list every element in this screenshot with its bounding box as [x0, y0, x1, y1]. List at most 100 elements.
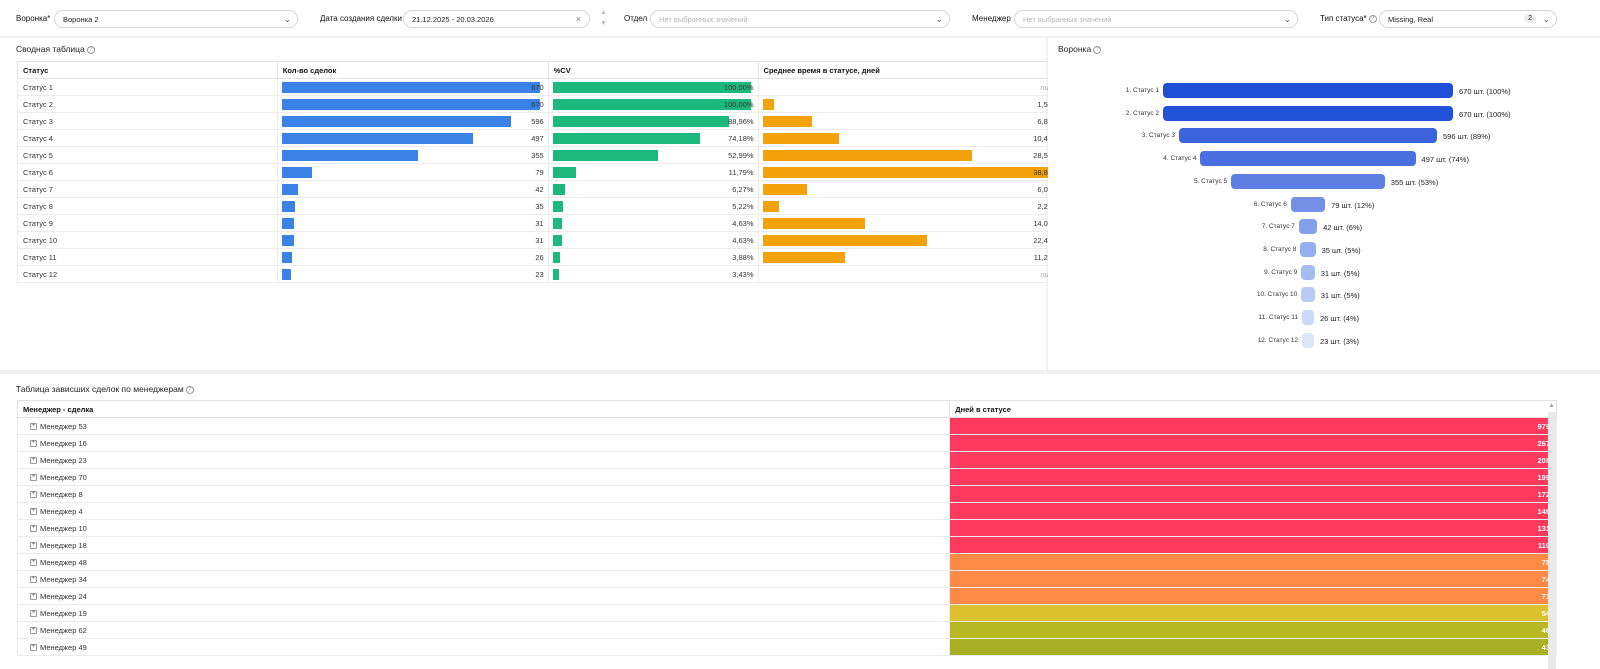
pivot-row[interactable]: Статус 6 79 11,79% 38,83 [17, 163, 1058, 181]
funnel-stage-bar[interactable] [1302, 332, 1314, 348]
days-in-status-cell: 979 [949, 417, 1557, 435]
expand-icon[interactable]: + [30, 423, 37, 431]
col-header-days[interactable]: Дней в статусе [949, 400, 1557, 418]
funnel-select[interactable]: Воронка 2 ⌄ [54, 10, 298, 28]
manager-row[interactable]: + Менеджер 70 199 [16, 468, 1557, 486]
chevron-down-icon: ⌄ [1542, 14, 1550, 24]
count-bar [281, 99, 540, 110]
expand-icon[interactable]: + [30, 525, 37, 533]
manager-row[interactable]: + Менеджер 62 46 [16, 621, 1557, 639]
help-icon[interactable]: ? [86, 45, 95, 54]
funnel-stage-bar[interactable] [1200, 151, 1416, 167]
status-cell: Статус 6 [17, 163, 278, 181]
expand-icon[interactable]: + [30, 576, 37, 584]
manager-cell: + Менеджер 48 [16, 553, 951, 571]
manager-row[interactable]: + Менеджер 49 43 [16, 638, 1557, 656]
manager-row[interactable]: + Менеджер 10 131 [16, 519, 1557, 537]
expand-icon[interactable]: + [30, 627, 37, 635]
col-header-count[interactable]: Кол-во сделок [276, 61, 549, 79]
manager-row[interactable]: + Менеджер 8 172 [16, 485, 1557, 503]
date-range-input[interactable]: 21.12.2025 - 20.03.2026 × [403, 10, 590, 28]
status-cell: Статус 2 [17, 95, 278, 113]
cv-cell: 5,22% [547, 197, 759, 215]
pivot-row[interactable]: Статус 9 31 4,63% 14,01 [17, 214, 1058, 232]
funnel-stage-bar[interactable] [1179, 128, 1437, 144]
funnel-stage-bar[interactable] [1301, 287, 1315, 303]
expand-icon[interactable]: + [30, 593, 37, 601]
pivot-row[interactable]: Статус 5 355 52,99% 28,54 [17, 146, 1058, 164]
expand-icon[interactable]: + [30, 440, 37, 448]
manager-row[interactable]: + Менеджер 34 74 [16, 570, 1557, 588]
pivot-row[interactable]: Статус 3 596 88,96% 6,80 [17, 112, 1058, 130]
count-value: 596 [531, 117, 544, 126]
cv-value: 3,43% [732, 270, 754, 279]
date-stepper[interactable]: ▲ ▼ [600, 7, 607, 29]
help-icon[interactable]: ? [1368, 14, 1377, 23]
time-value: 10,43 [1033, 134, 1052, 143]
funnel-stage-bar[interactable] [1298, 219, 1318, 235]
cv-value: 100,00% [723, 83, 754, 92]
count-cell: 670 [276, 78, 549, 96]
funnel-stage-bar[interactable] [1163, 105, 1453, 121]
pivot-row[interactable]: Статус 7 42 6,27% 6,06 [17, 180, 1058, 198]
pivot-row[interactable]: Статус 10 31 4,63% 22,40 [17, 231, 1058, 249]
funnel-stage-bar[interactable] [1290, 196, 1326, 212]
status-type-value: Missing, Real [1388, 15, 1434, 24]
chevron-down-icon: ⌄ [1283, 14, 1291, 24]
cv-value: 3,88% [732, 253, 754, 262]
manager-select[interactable]: Нет выбранных значений ⌄ [1014, 10, 1298, 28]
scroll-up-icon[interactable]: ▲ [1548, 402, 1555, 409]
manager-cell: + Менеджер 18 [16, 536, 951, 554]
funnel-stage-bar[interactable] [1302, 310, 1314, 325]
funnel-stage-bar[interactable] [1301, 264, 1315, 280]
col-header-cv[interactable]: %CV [547, 61, 759, 79]
manager-row[interactable]: + Менеджер 53 979 [16, 417, 1557, 435]
pivot-row[interactable]: Статус 12 23 3,43% null [17, 265, 1058, 283]
time-bar [762, 235, 927, 246]
chevron-up-icon[interactable]: ▲ [600, 9, 607, 16]
help-icon[interactable]: ? [1093, 45, 1102, 54]
expand-icon[interactable]: + [30, 644, 37, 652]
expand-icon[interactable]: + [30, 610, 37, 618]
col-header-manager[interactable]: Менеджер - сделка [16, 400, 951, 418]
status-type-select[interactable]: Missing, Real 2 ⌄ [1379, 10, 1557, 28]
cv-bar [552, 201, 564, 212]
cv-bar [552, 82, 751, 93]
col-header-avg-time[interactable]: Среднее время в статусе, дней [757, 61, 1058, 79]
col-header-status[interactable]: Статус [17, 61, 278, 79]
time-value: 11,21 [1033, 253, 1052, 262]
clear-icon[interactable]: × [575, 14, 581, 24]
help-icon[interactable]: ? [185, 385, 194, 394]
count-cell: 355 [276, 146, 549, 164]
manager-row[interactable]: + Менеджер 19 54 [16, 604, 1557, 622]
manager-row[interactable]: + Менеджер 18 110 [16, 536, 1557, 554]
manager-cell: + Менеджер 49 [16, 638, 951, 656]
manager-row[interactable]: + Менеджер 23 208 [16, 451, 1557, 469]
cv-value: 52,99% [728, 151, 754, 160]
managers-scrollbar[interactable] [1548, 412, 1556, 669]
count-bar [281, 133, 474, 144]
manager-row[interactable]: + Менеджер 4 146 [16, 502, 1557, 520]
funnel-stage-bar[interactable] [1300, 241, 1316, 257]
funnel-stage-value: 23 шт. (3%) [1320, 336, 1360, 346]
expand-icon[interactable]: + [30, 508, 37, 516]
manager-row[interactable]: + Менеджер 16 267 [16, 434, 1557, 452]
pivot-row[interactable]: Статус 11 26 3,88% 11,21 [17, 248, 1058, 266]
expand-icon[interactable]: + [30, 474, 37, 482]
pivot-row[interactable]: Статус 1 670 100,00% null [17, 78, 1058, 96]
pivot-row[interactable]: Статус 8 35 5,22% 2,24 [17, 197, 1058, 215]
manager-row[interactable]: + Менеджер 48 75 [16, 553, 1557, 571]
count-value: 497 [531, 134, 544, 143]
chevron-down-icon[interactable]: ▼ [600, 20, 607, 27]
pivot-row[interactable]: Статус 2 670 100,00% 1,57 [17, 95, 1058, 113]
funnel-stage-bar[interactable] [1231, 173, 1385, 189]
expand-icon[interactable]: + [30, 559, 37, 567]
dept-select[interactable]: Нет выбранных значений ⌄ [650, 10, 950, 28]
expand-icon[interactable]: + [30, 542, 37, 550]
pivot-row[interactable]: Статус 4 497 74,18% 10,43 [17, 129, 1058, 147]
funnel-stage-value: 670 шт. (100%) [1459, 109, 1511, 119]
funnel-stage-bar[interactable] [1163, 83, 1453, 98]
manager-row[interactable]: + Менеджер 24 71 [16, 587, 1557, 605]
expand-icon[interactable]: + [30, 457, 37, 465]
expand-icon[interactable]: + [30, 491, 37, 499]
